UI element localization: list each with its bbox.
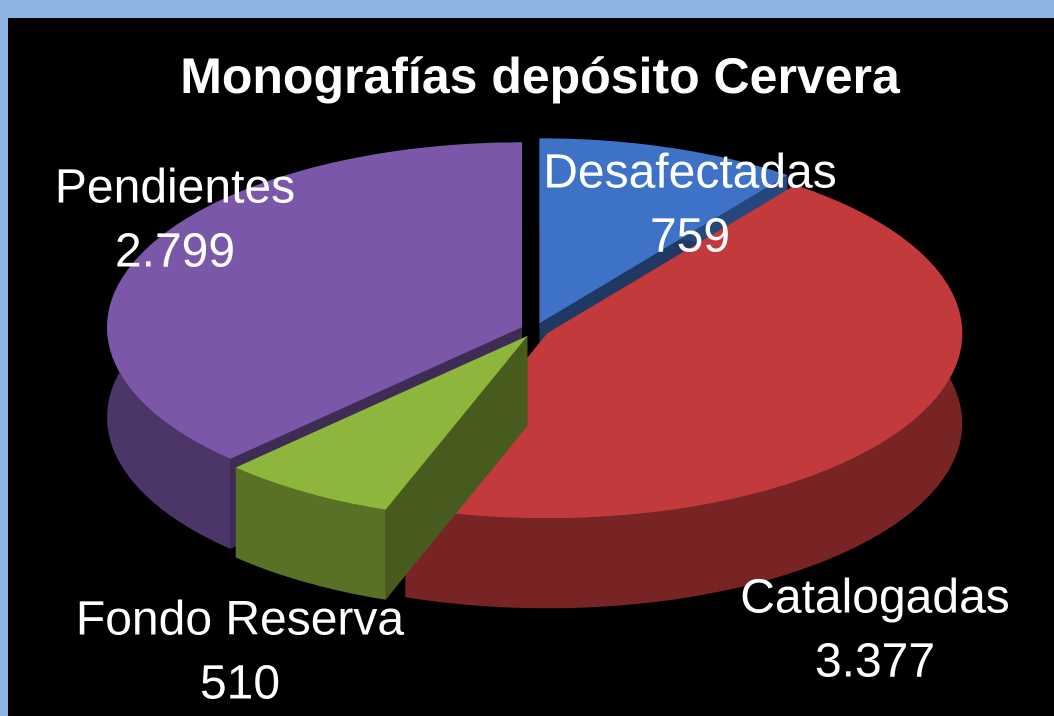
slice-value: 2.799 (115, 225, 235, 278)
slice-value: 3.377 (815, 635, 935, 688)
slice (539, 138, 788, 324)
slice-label: Pendientes (55, 161, 295, 214)
chart-title: Monografías depósito Cervera (180, 48, 901, 104)
slice-label: Catalogadas (740, 571, 1010, 624)
slice (405, 185, 963, 519)
slice-rim (235, 467, 386, 600)
slice-label: Desafectadas (543, 146, 837, 199)
slice (235, 335, 528, 510)
slice-value: 759 (650, 210, 730, 263)
slice-rim (405, 185, 963, 609)
pie (107, 138, 963, 609)
slice-label: Fondo Reserva (76, 593, 404, 646)
slice-value: 510 (200, 657, 280, 710)
slice (107, 142, 522, 459)
